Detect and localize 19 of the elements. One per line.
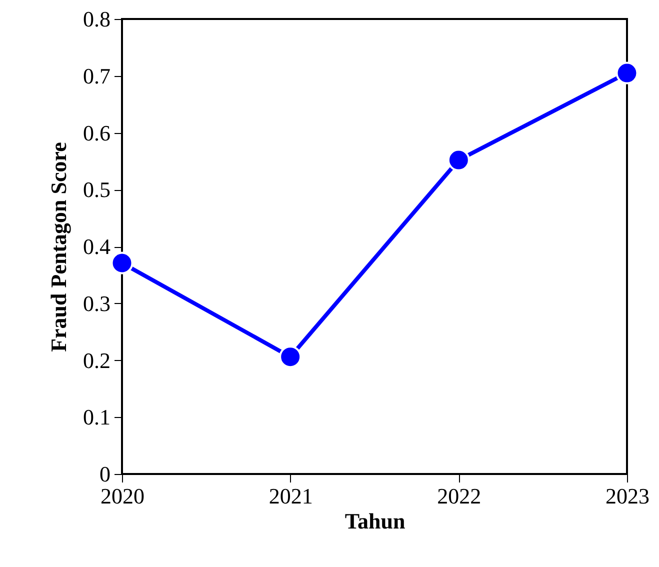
y-tick-label: 0.6 <box>83 120 110 146</box>
y-tick-label: 0.2 <box>83 348 110 373</box>
point <box>447 148 470 172</box>
y-tick-label: 0.7 <box>83 63 110 88</box>
y-tick-label: 0.5 <box>83 177 110 202</box>
y-tick-label: 0.4 <box>83 234 110 259</box>
x-tick-label: 2022 <box>437 484 482 508</box>
point <box>110 252 134 274</box>
y-tick-label: 0 <box>100 462 110 486</box>
point <box>616 62 638 84</box>
point <box>279 346 302 368</box>
y-tick-label: 0.8 <box>83 6 110 32</box>
x-tick-label: 2023 <box>606 484 650 508</box>
x-tick-label: 2021 <box>268 484 313 508</box>
y-tick-label: 0.1 <box>83 404 110 430</box>
x-axis-title: Tahun <box>344 508 406 534</box>
y-tick-label: 0.3 <box>83 290 110 316</box>
x-tick-label: 2020 <box>100 484 144 508</box>
y-axis-title: Fraud Pentagon Score <box>46 142 71 352</box>
